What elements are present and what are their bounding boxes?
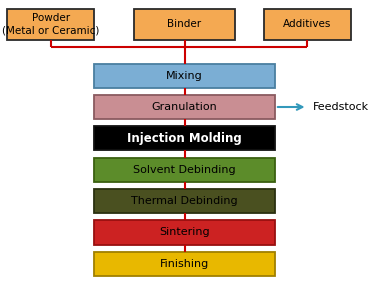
Text: Solvent Debinding: Solvent Debinding [133, 165, 236, 175]
Text: Mixing: Mixing [166, 71, 203, 81]
Text: Finishing: Finishing [160, 259, 209, 269]
Text: Powder
(Metal or Ceramic): Powder (Metal or Ceramic) [2, 13, 99, 35]
FancyBboxPatch shape [94, 220, 275, 245]
FancyBboxPatch shape [7, 9, 94, 40]
Text: Granulation: Granulation [152, 102, 217, 112]
FancyBboxPatch shape [134, 9, 235, 40]
FancyBboxPatch shape [94, 158, 275, 182]
Text: Sintering: Sintering [159, 228, 210, 237]
Text: Injection Molding: Injection Molding [127, 132, 242, 145]
FancyBboxPatch shape [94, 189, 275, 213]
FancyBboxPatch shape [94, 63, 275, 88]
FancyBboxPatch shape [94, 95, 275, 119]
Text: Feedstock: Feedstock [313, 102, 369, 112]
Text: Binder: Binder [168, 19, 201, 29]
Text: Additives: Additives [283, 19, 332, 29]
FancyBboxPatch shape [94, 252, 275, 276]
FancyBboxPatch shape [264, 9, 351, 40]
FancyBboxPatch shape [94, 126, 275, 150]
Text: Thermal Debinding: Thermal Debinding [131, 196, 238, 206]
